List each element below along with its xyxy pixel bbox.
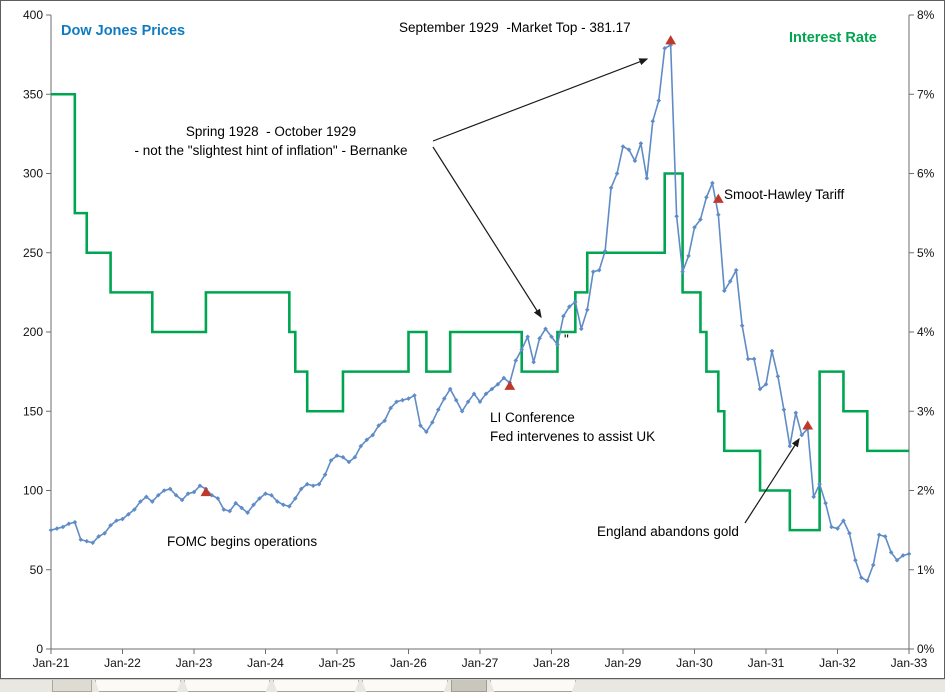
sheet-tab[interactable] — [184, 680, 270, 692]
england-gold-annotation: England abandons gold — [597, 523, 739, 542]
x-axis-tick-label: Jan-25 — [319, 656, 356, 670]
li-conference-annotation-line: LI Conference — [490, 410, 575, 425]
smoot-hawley-annotation-line: Smoot-Hawley Tariff — [724, 187, 845, 202]
sheet-tab[interactable] — [490, 680, 576, 692]
left-axis-tick-label: 0 — [36, 642, 43, 656]
stray-quote-annotation: " — [564, 331, 569, 350]
right-axis-tick-label: 6% — [917, 167, 935, 181]
x-axis-tick-label: Jan-24 — [247, 656, 284, 670]
annotation-arrow-to-england-gold — [744, 437, 800, 524]
spring-1928-annotation: Spring 1928 - October 1929 - not the "sli… — [135, 123, 408, 161]
event-marker-market-top — [665, 35, 677, 45]
x-axis-tick-label: Jan-31 — [748, 656, 785, 670]
stray-quote-annotation-line: " — [564, 332, 569, 347]
sheet-tab-bar — [0, 679, 945, 692]
right-axis-tick-label: 4% — [917, 325, 935, 339]
left-axis-tick-label: 250 — [23, 246, 43, 260]
spring-1928-annotation-line: Spring 1928 - October 1929 — [185, 124, 357, 139]
right-axis-tick-label: 1% — [917, 563, 935, 577]
annotation-arrow-to-market-top — [432, 58, 649, 142]
li-conference-annotation: LI Conference Fed intervenes to assist UK — [490, 409, 655, 447]
li-conference-annotation-line: Fed intervenes to assist UK — [490, 428, 656, 444]
smoot-hawley-annotation: Smoot-Hawley Tariff — [724, 186, 844, 205]
left-axis-tick-label: 300 — [23, 167, 43, 181]
event-marker-smoot-hawley — [712, 193, 724, 203]
x-axis-tick-label: Jan-32 — [819, 656, 856, 670]
x-axis-tick-label: Jan-26 — [390, 656, 427, 670]
right-axis-tick-label: 2% — [917, 484, 935, 498]
left-axis-tick-label: 150 — [23, 404, 43, 418]
fomc-annotation-line: FOMC begins operations — [167, 534, 318, 549]
x-axis-tick-label: Jan-29 — [605, 656, 642, 670]
x-axis-tick-label: Jan-22 — [104, 656, 141, 670]
event-marker-fomc — [200, 486, 212, 497]
market-top-annotation: September 1929 -Market Top - 381.17 — [399, 19, 631, 38]
sheet-tab[interactable] — [95, 680, 181, 692]
x-axis-tick-label: Jan-21 — [33, 656, 70, 670]
left-axis-tick-label: 50 — [30, 563, 44, 577]
right-axis-tick-label: 5% — [917, 246, 935, 260]
x-axis-tick-label: Jan-23 — [176, 656, 213, 670]
fomc-annotation: FOMC begins operations — [167, 533, 317, 552]
interest-rate-series-label: Interest Rate — [789, 30, 877, 46]
sheet-tab[interactable] — [273, 680, 359, 692]
x-axis-tick-label: Jan-33 — [891, 656, 928, 670]
right-axis-tick-label: 8% — [917, 8, 935, 22]
left-axis-tick-label: 350 — [23, 87, 43, 101]
annotation-arrow-to-spring-1928-start — [432, 146, 542, 319]
right-axis-tick-label: 3% — [917, 404, 935, 418]
x-axis-tick-label: Jan-27 — [462, 656, 499, 670]
interest-rate-series-line — [51, 92, 909, 532]
x-axis-tick-label: Jan-28 — [533, 656, 570, 670]
sheet-nav-buttons[interactable] — [52, 680, 92, 692]
chart-canvas: 0 50 100 150 200 250 300 350 400 0% 1% 2% 3% 4% 5% 6% 7%… — [23, 8, 935, 670]
right-axis-tick-label: 7% — [917, 87, 935, 101]
left-axis-tick-label: 200 — [23, 325, 43, 339]
england-gold-annotation-line: England abandons gold — [597, 524, 739, 539]
sheet-tab[interactable] — [362, 680, 448, 692]
x-axis-tick-label: Jan-30 — [676, 656, 713, 670]
left-axis-tick-label: 400 — [23, 8, 43, 22]
dow-series-label: Dow Jones Prices — [61, 23, 186, 39]
left-axis-tick-label: 100 — [23, 484, 43, 498]
market-top-annotation-line: September 1929 -Market Top - 381.17 — [399, 20, 631, 35]
tab-scrollbar-divider[interactable] — [451, 680, 487, 692]
event-marker-england-gold — [802, 420, 814, 430]
spring-1928-annotation-line: - not the "slightest hint of inflation" … — [134, 142, 408, 158]
event-marker-li-conference — [504, 380, 516, 390]
right-axis-tick-label: 0% — [917, 642, 935, 656]
